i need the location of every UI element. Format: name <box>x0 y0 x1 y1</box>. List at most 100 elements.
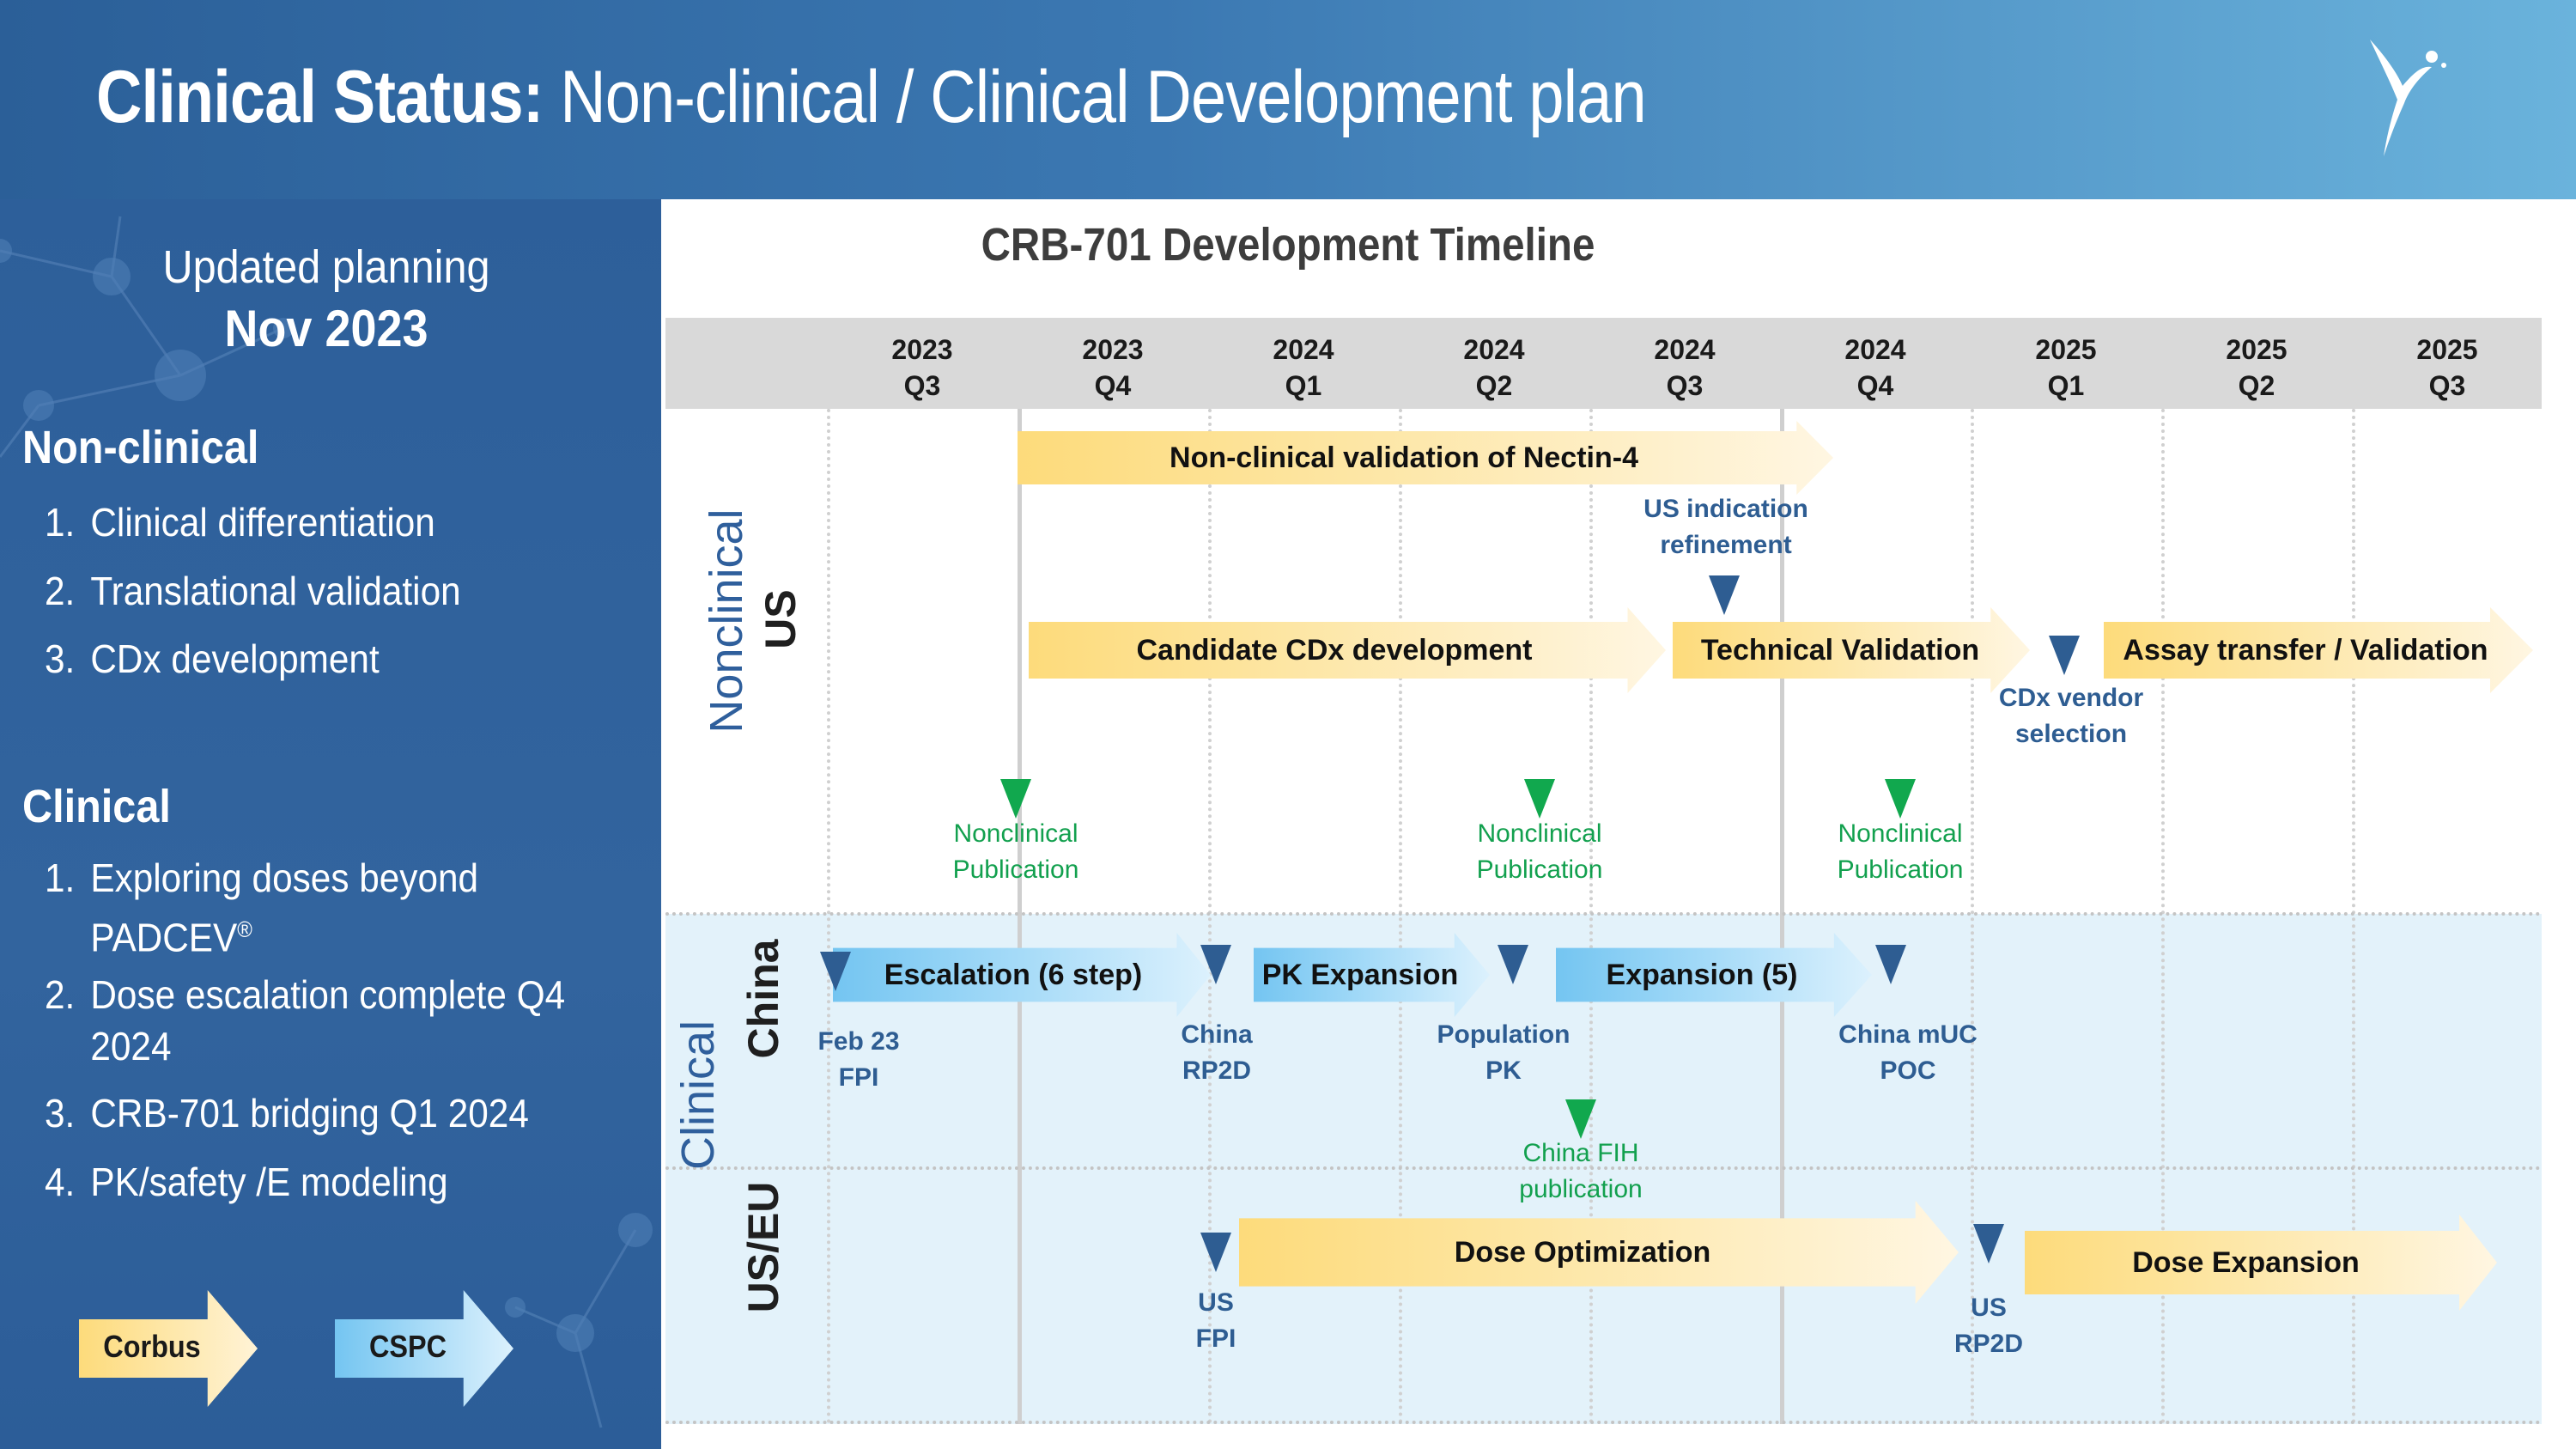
milestone-text: refinement <box>1660 531 1792 559</box>
grid-line <box>1971 409 1974 1424</box>
milestone-china-fih-marker <box>1565 1099 1596 1139</box>
list-number: 3. <box>45 636 76 681</box>
planning-label: Updated planning <box>162 241 490 293</box>
grid-line <box>827 409 830 1424</box>
milestone-text: RP2D <box>1182 1056 1252 1085</box>
company-logo-icon <box>2370 40 2446 156</box>
list-number: 3. <box>45 1091 76 1135</box>
list-number: 1. <box>45 500 76 545</box>
left-summary-panel: Updated planning Nov 2023 Non-clinical 1… <box>0 199 661 1449</box>
list-text: PK/safety /E modeling <box>90 1160 448 1204</box>
timeline-title: CRB-701 Development Timeline <box>981 219 1595 271</box>
milestone-text: US <box>1198 1288 1234 1317</box>
bar-expansion-5: Expansion (5) <box>1556 933 1872 1017</box>
milestone-us-rp2d-label: US RP2D <box>1903 1290 2075 1362</box>
column-header: 2025 Q1 <box>1971 332 2161 404</box>
list-text: CRB-701 bridging Q1 2024 <box>90 1091 529 1135</box>
column-quarter: Q3 <box>2428 370 2466 401</box>
column-year: 2023 <box>1082 334 1144 365</box>
row-label-us: US <box>756 589 805 649</box>
milestone-text: FPI <box>838 1063 879 1092</box>
column-quarter: Q3 <box>1666 370 1704 401</box>
bar-dose-expansion: Dose Expansion <box>2025 1215 2497 1311</box>
column-year: 2024 <box>1654 334 1716 365</box>
milestone-text: POC <box>1880 1056 1936 1085</box>
clinical-heading: Clinical <box>22 781 171 832</box>
milestone-china-muc-marker <box>1875 945 1906 984</box>
column-quarter: Q4 <box>1094 370 1132 401</box>
row-label-nonclinical: Nonclinical <box>701 508 752 734</box>
column-header: 2024 Q2 <box>1399 332 1589 404</box>
milestone-china-muc-label: China mUC POC <box>1805 1017 2011 1089</box>
bar-assay-transfer: Assay transfer / Validation <box>2104 607 2533 693</box>
grid-line <box>1399 409 1402 1424</box>
row-label-clinical: Clinical <box>672 1020 724 1171</box>
milestone-text: China <box>1181 1020 1253 1049</box>
column-header: 2023 Q3 <box>827 332 1018 404</box>
bar-nectin-validation: Non-clinical validation of Nectin-4 <box>1018 421 1833 495</box>
column-year: 2025 <box>2416 334 2478 365</box>
nonclinical-heading: Non-clinical <box>22 422 259 473</box>
year-divider <box>1780 409 1784 1424</box>
page-title-rest: Non-clinical / Clinical Development plan <box>543 56 1646 138</box>
page-title: Clinical Status: Non-clinical / Clinical… <box>96 55 1647 140</box>
list-text: Translational validation <box>90 569 461 613</box>
bar-pk-expansion: PK Expansion <box>1254 933 1490 1017</box>
milestone-china-rp2d-label: China RP2D <box>1131 1017 1303 1089</box>
milestone-china-rp2d-marker <box>1200 945 1231 984</box>
legend-cspc-label: CSPC <box>368 1329 447 1364</box>
row-label-useu: US/EU <box>739 1181 787 1313</box>
bar-escalation-label: Escalation (6 step) <box>884 959 1143 991</box>
legend-corbus: Corbus <box>79 1290 258 1407</box>
column-header: 2024 Q3 <box>1589 332 1780 404</box>
milestone-text: Feb 23 <box>817 1027 900 1056</box>
bar-dose-optimization-label: Dose Optimization <box>1454 1236 1711 1269</box>
list-number: 2. <box>45 972 76 1017</box>
milestone-china-fih-label: China FIH publication <box>1495 1135 1667 1208</box>
bar-pk-expansion-label: PK Expansion <box>1261 959 1459 991</box>
column-quarter: Q1 <box>2047 370 2085 401</box>
bar-expansion-5-label: Expansion (5) <box>1606 959 1798 991</box>
milestone-us-rp2d-marker <box>1973 1224 2004 1263</box>
list-text: CDx development <box>90 636 380 681</box>
milestone-publication-marker <box>1524 779 1555 819</box>
column-quarter: Q1 <box>1285 370 1322 401</box>
bar-technical-validation-label: Technical Validation <box>1700 634 1980 667</box>
milestone-text: Publication <box>1837 855 1964 884</box>
column-year: 2025 <box>2035 334 2097 365</box>
milestone-text: publication <box>1519 1175 1643 1203</box>
column-quarter: Q2 <box>2238 370 2275 401</box>
milestone-publication-label: Nonclinical Publication <box>1806 816 1995 888</box>
column-header: 2025 Q3 <box>2352 332 2543 404</box>
milestone-text: US indication <box>1643 495 1808 523</box>
milestone-text: China mUC <box>1838 1020 1978 1049</box>
list-text: Dose escalation complete Q4 2024 <box>90 972 566 1068</box>
column-header: 2025 Q2 <box>2161 332 2352 404</box>
column-year: 2024 <box>1844 334 1906 365</box>
milestone-us-indication-marker <box>1709 575 1740 615</box>
milestone-text: CDx vendor <box>1998 684 2144 712</box>
list-text: Exploring doses beyond PADCEV® <box>90 852 596 963</box>
milestone-text: RP2D <box>1953 1330 2024 1358</box>
bar-assay-transfer-label: Assay transfer / Validation <box>2123 634 2488 667</box>
milestone-text: Nonclinical <box>1477 819 1602 848</box>
milestone-text: FPI <box>1195 1324 1236 1353</box>
page-title-bold: Clinical Status: <box>96 56 544 138</box>
milestone-text: China FIH <box>1522 1139 1639 1167</box>
milestone-population-pk-label: Population PK <box>1418 1017 1589 1089</box>
row-divider <box>665 912 2542 916</box>
column-header: 2024 Q4 <box>1780 332 1971 404</box>
planning-date: Nov 2023 <box>224 300 428 357</box>
column-year: 2024 <box>1463 334 1525 365</box>
row-divider <box>665 1421 2542 1424</box>
milestone-cdx-vendor-label: CDx vendor selection <box>1977 680 2166 752</box>
list-text-main: Exploring doses beyond PADCEV <box>90 855 479 960</box>
column-year: 2025 <box>2226 334 2287 365</box>
bar-escalation: Escalation (6 step) <box>833 933 1211 1017</box>
milestone-text: US <box>1971 1294 2007 1322</box>
timeline-header <box>665 318 2542 409</box>
milestone-population-pk-marker <box>1498 945 1528 984</box>
milestone-text: PK <box>1485 1056 1522 1085</box>
year-divider <box>1018 409 1022 1424</box>
column-quarter: Q2 <box>1475 370 1513 401</box>
